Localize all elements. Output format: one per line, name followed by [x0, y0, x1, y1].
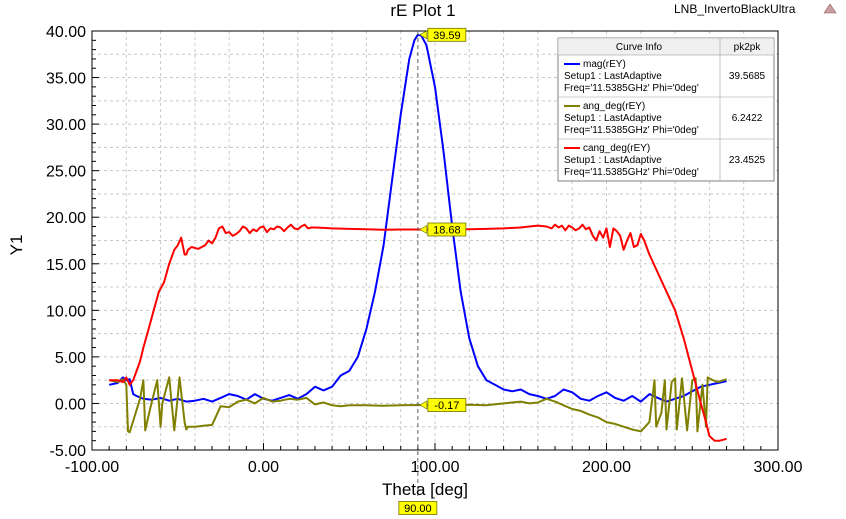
marker-cang-box: [427, 222, 467, 237]
series-group: [108, 33, 727, 442]
chart-title: rE Plot 1: [390, 1, 455, 20]
marker-mag-box: [427, 27, 467, 42]
x-tick-label: 0.00: [248, 459, 279, 476]
legend-value-0: 39.5685: [729, 71, 766, 82]
legend-freq-0: Freq='11.5385GHz' Phi='0deg': [564, 83, 699, 94]
legend-setup-0: Setup1 : LastAdaptive: [564, 71, 662, 82]
x-tick-label: -100.00: [65, 459, 119, 476]
marker-x-box: [398, 501, 438, 515]
y-tick-label: 0.00: [55, 396, 86, 413]
marker-cang-label: 18.68: [433, 225, 461, 237]
legend-freq-2: Freq='11.5385GHz' Phi='0deg': [564, 167, 699, 178]
marker-mag-label: 39.59: [433, 30, 461, 42]
y-tick-label: 20.00: [46, 210, 86, 227]
legend-setup-2: Setup1 : LastAdaptive: [564, 155, 662, 166]
legend-freq-1: Freq='11.5385GHz' Phi='0deg': [564, 125, 699, 136]
legend-name-1: ang_deg(rEY): [583, 101, 645, 112]
y-tick-label: 35.00: [46, 71, 86, 88]
y-tick-label: 15.00: [46, 257, 86, 274]
x-tick-label: 100.00: [411, 459, 460, 476]
legend-col-info: Curve Info: [616, 42, 663, 53]
legend-setup-1: Setup1 : LastAdaptive: [564, 113, 662, 124]
marker-mag-arrow: [419, 30, 428, 40]
marker-ang-box: [427, 398, 467, 412]
series-line-0: [108, 33, 727, 403]
y-axis-label: Y1: [7, 235, 26, 256]
x-tick-label: 200.00: [582, 459, 631, 476]
y-tick-label: 40.00: [46, 24, 86, 41]
legend-value-1: 6.2422: [732, 113, 763, 124]
axis-ticks: -5.00 0.00 5.00 10.00 15.00 20.00 25.00 30.00 35…: [46, 24, 803, 476]
legend-rows: mag(rEY)Setup1 : LastAdaptiveFreq='11.53…: [558, 59, 774, 178]
marker-ang-label: -0.17: [434, 400, 459, 412]
legend-box: [557, 37, 775, 182]
design-name: LNB_InvertoBlackUltra: [674, 2, 796, 16]
marker-cang-arrow: [419, 224, 428, 235]
legend-name-0: mag(rEY): [583, 59, 626, 70]
y-tick-label: 5.00: [55, 350, 86, 367]
ansys-logo-icon: [823, 3, 837, 14]
series-line-1: [108, 376, 727, 434]
y-tick-label: 30.00: [46, 117, 86, 134]
legend-name-2: cang_deg(rEY): [583, 143, 650, 154]
y-tick-label: -5.00: [50, 443, 87, 460]
marker-ang-arrow: [419, 400, 428, 410]
legend-value-2: 23.4525: [729, 155, 766, 166]
y-tick-label: 10.00: [46, 303, 86, 320]
series-line-2: [109, 223, 727, 442]
markers-group: 39.59 18.68 -0.17 90.00: [398, 27, 467, 515]
y-tick-label: 25.00: [46, 164, 86, 181]
x-axis-label: Theta [deg]: [382, 480, 468, 499]
x-tick-label: 300.00: [754, 459, 803, 476]
legend-col-stat: pk2pk: [734, 42, 762, 53]
marker-x-label: 90.00: [404, 503, 432, 515]
legend[interactable]: Curve Info pk2pk mag(rEY)Setup1 : LastAd…: [557, 37, 775, 182]
